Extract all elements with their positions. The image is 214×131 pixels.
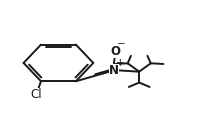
Text: +: + [116, 58, 124, 68]
Text: Cl: Cl [30, 88, 42, 101]
Text: N: N [109, 64, 119, 77]
Text: O: O [110, 45, 120, 58]
Text: −: − [116, 39, 125, 49]
